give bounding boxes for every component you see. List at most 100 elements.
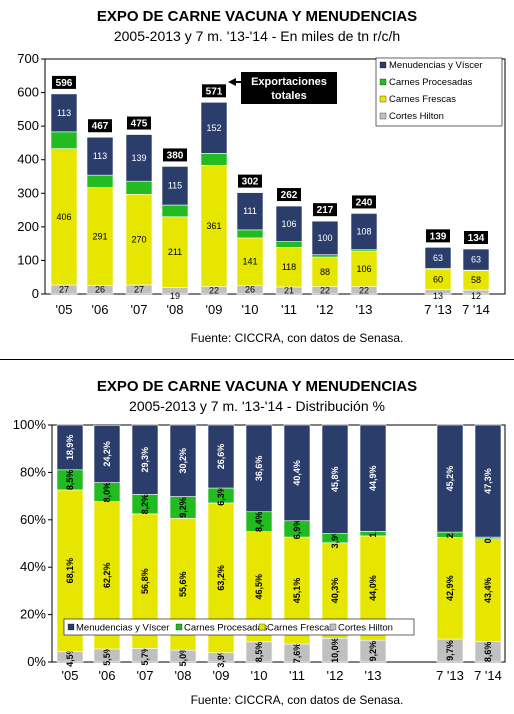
bar-menudencias-y-v-scer [93,424,121,483]
data-label: 22 [209,285,219,295]
bar-menudencias-y-v-scer [245,424,273,513]
total-badge [313,203,337,217]
data-label: 44,9% [368,465,378,491]
data-label: 27 [59,284,69,294]
data-label: 55,6% [178,571,188,597]
bar-carnes-frescas [125,193,153,286]
y-tick-label: 60% [20,512,46,527]
bar-carnes-procesadas [311,254,339,258]
total-badge [238,174,262,188]
data-label: 291 [92,231,107,241]
bar-carnes-procesadas [236,229,264,239]
data-label: 8,2% [140,494,150,515]
data-label: 4,5% [65,646,75,667]
total-badge [127,116,151,130]
data-label: 106 [356,264,371,274]
bar-menudencias-y-v-scer [350,213,378,250]
y-tick-label: 500 [17,118,39,133]
y-tick-label: 600 [17,85,39,100]
data-label: 40,3% [330,578,340,604]
y-tick-label: 200 [17,219,39,234]
legend-swatch [379,95,387,103]
data-label: 5,7% [140,645,150,666]
y-tick-label: 0% [27,654,46,669]
data-label: 63 [471,255,481,265]
total-badge [277,188,301,202]
data-label: 5,5% [102,645,112,666]
bar-menudencias-y-v-scer [161,166,189,206]
data-label: 8,0% [102,482,112,503]
bar-menudencias-y-v-scer [359,424,387,532]
data-label: 45,2% [445,466,455,492]
data-label: 9,7% [445,640,455,661]
chart-subtitle: 2005-2013 y 7 m. '13-'14 - Distribución … [129,398,385,414]
data-label: 361 [206,221,221,231]
x-tick-label: '12 [317,302,334,317]
bar-carnes-frescas [200,165,228,287]
x-tick-label: '10 [242,302,259,317]
bar-menudencias-y-v-scer [86,136,114,176]
bar-menudencias-y-v-scer [50,93,78,133]
data-label: 113 [57,108,71,118]
x-tick-label: 7 '13 [424,302,452,317]
total-label: 262 [281,190,298,201]
data-label: 8,4% [254,511,264,532]
data-label: 270 [131,235,146,245]
legend-label: Carnes Frescas [389,94,456,105]
total-label: 134 [468,233,485,244]
bar-carnes-frescas [436,537,464,640]
data-label: 30,2% [178,448,188,474]
total-label: 302 [242,177,259,188]
data-label: 113 [93,151,107,161]
y-tick-label: 20% [20,607,46,622]
data-label: 18,9% [65,435,75,461]
bar-carnes-frescas [161,216,189,288]
data-label: 19 [170,291,180,301]
x-tick-label: '08 [175,668,192,683]
bar-menudencias-y-v-scer [311,220,339,256]
data-label: 3,9% [216,647,226,668]
bar-menudencias-y-v-scer [436,424,464,533]
panel-separator [0,359,514,360]
data-label: 68,1% [65,558,75,584]
chart-source: Fuente: CICCRA, con datos de Senasa. [190,331,404,345]
data-label: 36,6% [254,456,264,482]
data-label: 141 [242,257,257,267]
chart-title: EXPO DE CARNE VACUNA Y MENUDENCIAS [96,8,418,25]
total-badge [352,195,376,209]
bar-menudencias-y-v-scer [321,424,349,534]
x-tick-label: '10 [251,668,268,683]
bar-menudencias-y-v-scer [275,205,303,242]
data-label: 8,6% [483,642,493,663]
legend-label: Carnes Frescas [267,623,334,634]
x-tick-label: '13 [356,302,373,317]
bar-carnes-frescas [236,237,264,286]
total-badge [202,84,226,98]
bar-menudencias-y-v-scer [131,424,159,495]
data-label: 6,3% [216,485,226,506]
data-label: 9,2% [178,497,188,518]
data-label: 26 [95,285,105,295]
bar-carnes-frescas [474,538,502,642]
y-tick-label: 100 [17,252,39,267]
data-label: 21 [284,285,294,295]
x-tick-label: '11 [281,302,297,317]
chart-percent-panel: EXPO DE CARNE VACUNA Y MENUDENCIAS 2005-… [0,370,514,714]
data-label: 44,0% [368,575,378,601]
chart-absolute-plot: 0 100 200 300 400 500 600 700 27 406 113 596 '05 26 29… [17,51,506,317]
legend-swatch [258,623,266,631]
legend-label: Carnes Procesadas [389,77,473,88]
data-label: 47,3% [483,468,493,494]
data-label: 406 [56,212,71,222]
data-label: 106 [281,219,296,229]
data-label: 46,5% [254,574,264,600]
legend-swatch [379,112,387,120]
legend-swatch [175,623,183,631]
data-label: 63 [433,253,443,263]
data-label: 100 [317,233,332,243]
x-tick-label: '05 [62,668,79,683]
bar-menudencias-y-v-scer [236,192,264,231]
chart-percent-plot: 0% 20% 40% 60% 80% 100% 4,5% 68,1% 8,5% 18,9% '05 5… [13,417,506,683]
